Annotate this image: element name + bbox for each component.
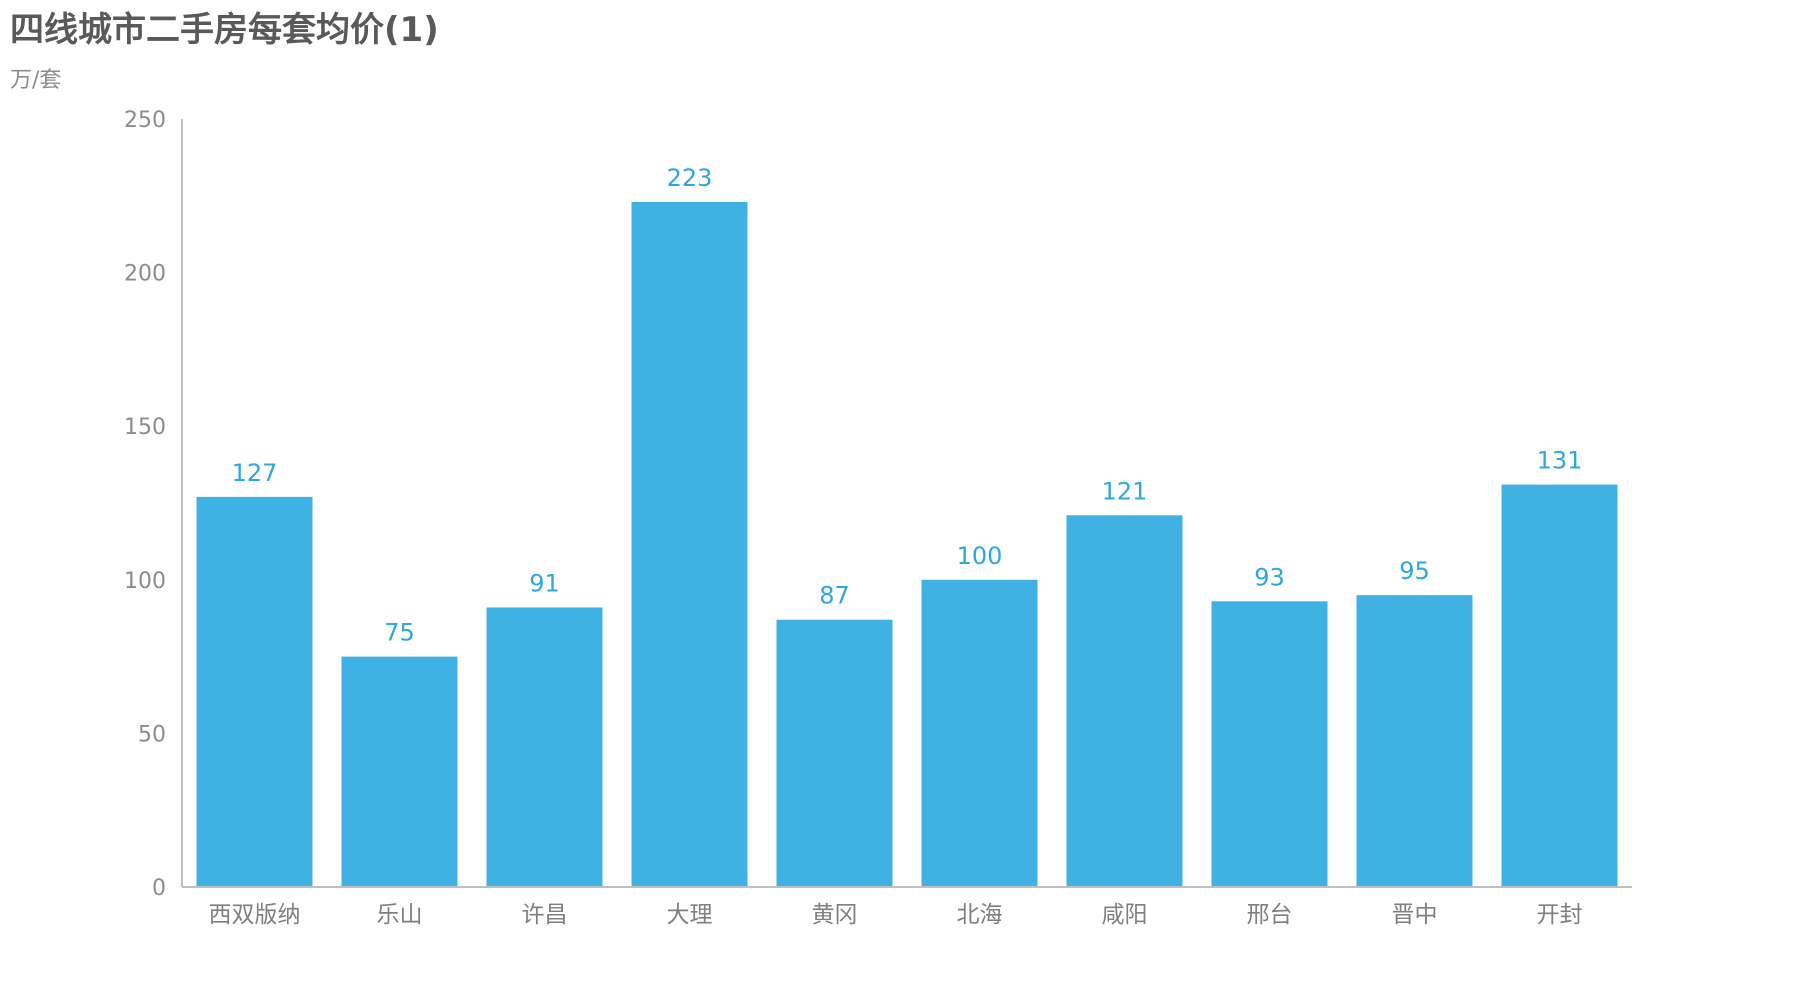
data-label: 131 [1537,447,1583,475]
x-tick-label: 邢台 [1247,902,1293,928]
x-tick-label: 北海 [957,902,1003,928]
x-tick-label: 大理 [667,902,713,928]
x-tick-label: 开封 [1537,902,1583,928]
y-tick-label: 0 [152,876,166,901]
y-tick-label: 100 [124,569,166,594]
x-tick-label: 黄冈 [812,902,858,928]
y-axis-unit-label: 万/套 [10,68,62,93]
y-tick-label: 200 [124,262,166,287]
bar [486,607,603,887]
y-tick-label: 50 [138,722,166,747]
data-label: 87 [819,582,850,610]
y-tick-label: 150 [124,415,166,440]
data-label: 93 [1254,563,1285,591]
data-label: 91 [529,569,560,597]
bar [1501,484,1618,887]
bar [341,656,458,887]
data-label: 95 [1399,557,1430,585]
x-tick-label: 乐山 [377,902,423,928]
bar [631,201,748,888]
x-axis-labels: 西双版纳 乐山 许昌 大理 黄冈 北海 咸阳 邢台 晋中 开封 [209,902,1583,928]
x-tick-label: 西双版纳 [209,902,301,928]
y-tick-label: 250 [124,108,166,133]
bar [921,579,1038,887]
x-tick-label: 咸阳 [1102,902,1148,928]
bars-group [196,201,1618,888]
data-label: 121 [1102,477,1148,505]
bar [1066,515,1183,887]
x-tick-label: 晋中 [1392,902,1438,928]
data-label: 75 [384,619,415,647]
bar [1356,595,1473,887]
bar [196,496,313,887]
bar [1211,601,1328,887]
bar [776,619,893,887]
y-axis-ticks: 0 50 100 150 200 250 [124,108,166,901]
data-label: 223 [667,164,713,192]
x-tick-label: 许昌 [522,902,568,928]
chart-title: 四线城市二手房每套均价(1) [10,10,439,50]
data-label: 127 [232,459,278,487]
data-label: 100 [957,542,1003,570]
data-labels-group: 127 75 91 223 87 100 121 93 95 131 [232,164,1583,647]
